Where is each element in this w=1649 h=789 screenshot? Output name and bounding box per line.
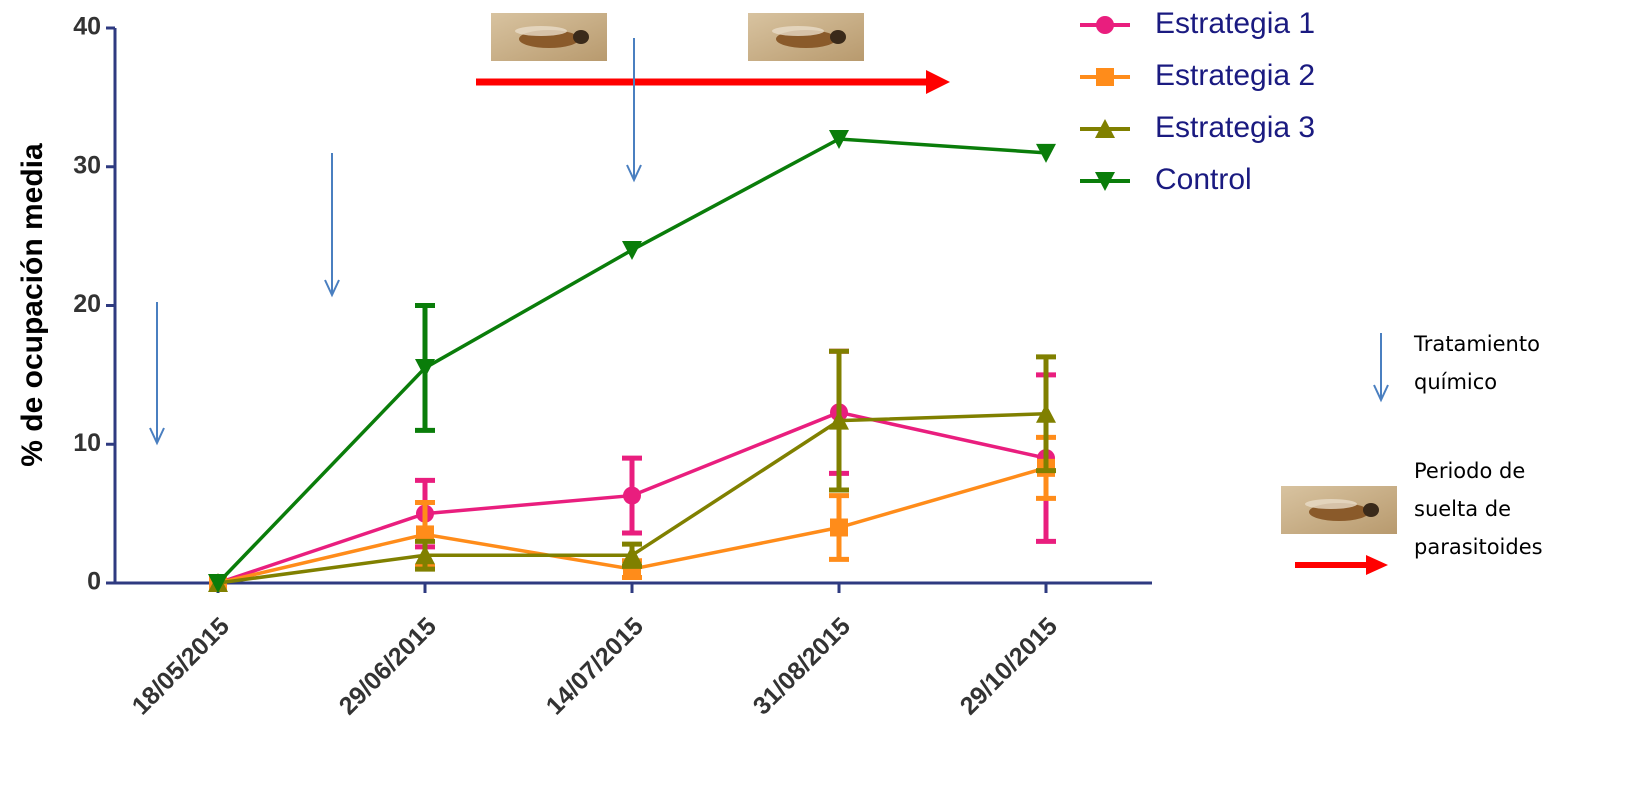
chart: % de ocupación media Tratamiento químico… bbox=[0, 0, 1649, 789]
y-tick-label: 0 bbox=[87, 568, 101, 596]
y-tick-label: 30 bbox=[73, 151, 101, 179]
fly-image bbox=[1281, 486, 1397, 534]
treatment-note: Tratamiento bbox=[1413, 332, 1540, 356]
x-tick-label: 31/08/2015 bbox=[748, 612, 856, 720]
y-axis-label: % de ocupación media bbox=[16, 143, 49, 467]
legend-label: Estrategia 2 bbox=[1155, 59, 1315, 92]
fly-image bbox=[748, 13, 864, 61]
y-tick-label: 40 bbox=[73, 13, 101, 41]
legend-marker bbox=[1096, 16, 1114, 34]
treatment-note: químico bbox=[1414, 370, 1497, 394]
y-tick-label: 20 bbox=[73, 290, 101, 318]
treatment-arrows bbox=[150, 38, 1388, 443]
x-tick-label: 29/10/2015 bbox=[955, 612, 1063, 720]
release-note: Periodo de bbox=[1414, 459, 1525, 483]
release-note: suelta de bbox=[1414, 497, 1511, 521]
release-arrow-head bbox=[926, 70, 950, 94]
data-point bbox=[623, 487, 641, 505]
legend-label: Estrategia 1 bbox=[1155, 7, 1315, 40]
legend-marker bbox=[1096, 68, 1114, 86]
fly-image bbox=[491, 13, 607, 61]
x-tick-label: 18/05/2015 bbox=[127, 612, 235, 720]
legend-label: Control bbox=[1155, 163, 1252, 196]
data-point bbox=[830, 519, 848, 537]
legend-label: Estrategia 3 bbox=[1155, 111, 1315, 144]
x-tick-label: 29/06/2015 bbox=[334, 612, 442, 720]
release-note: parasitoides bbox=[1414, 535, 1543, 559]
data-point bbox=[622, 241, 642, 260]
y-tick-label: 10 bbox=[73, 429, 101, 457]
release-legend-arrow-head bbox=[1366, 555, 1388, 575]
x-tick-label: 14/07/2015 bbox=[541, 612, 649, 720]
